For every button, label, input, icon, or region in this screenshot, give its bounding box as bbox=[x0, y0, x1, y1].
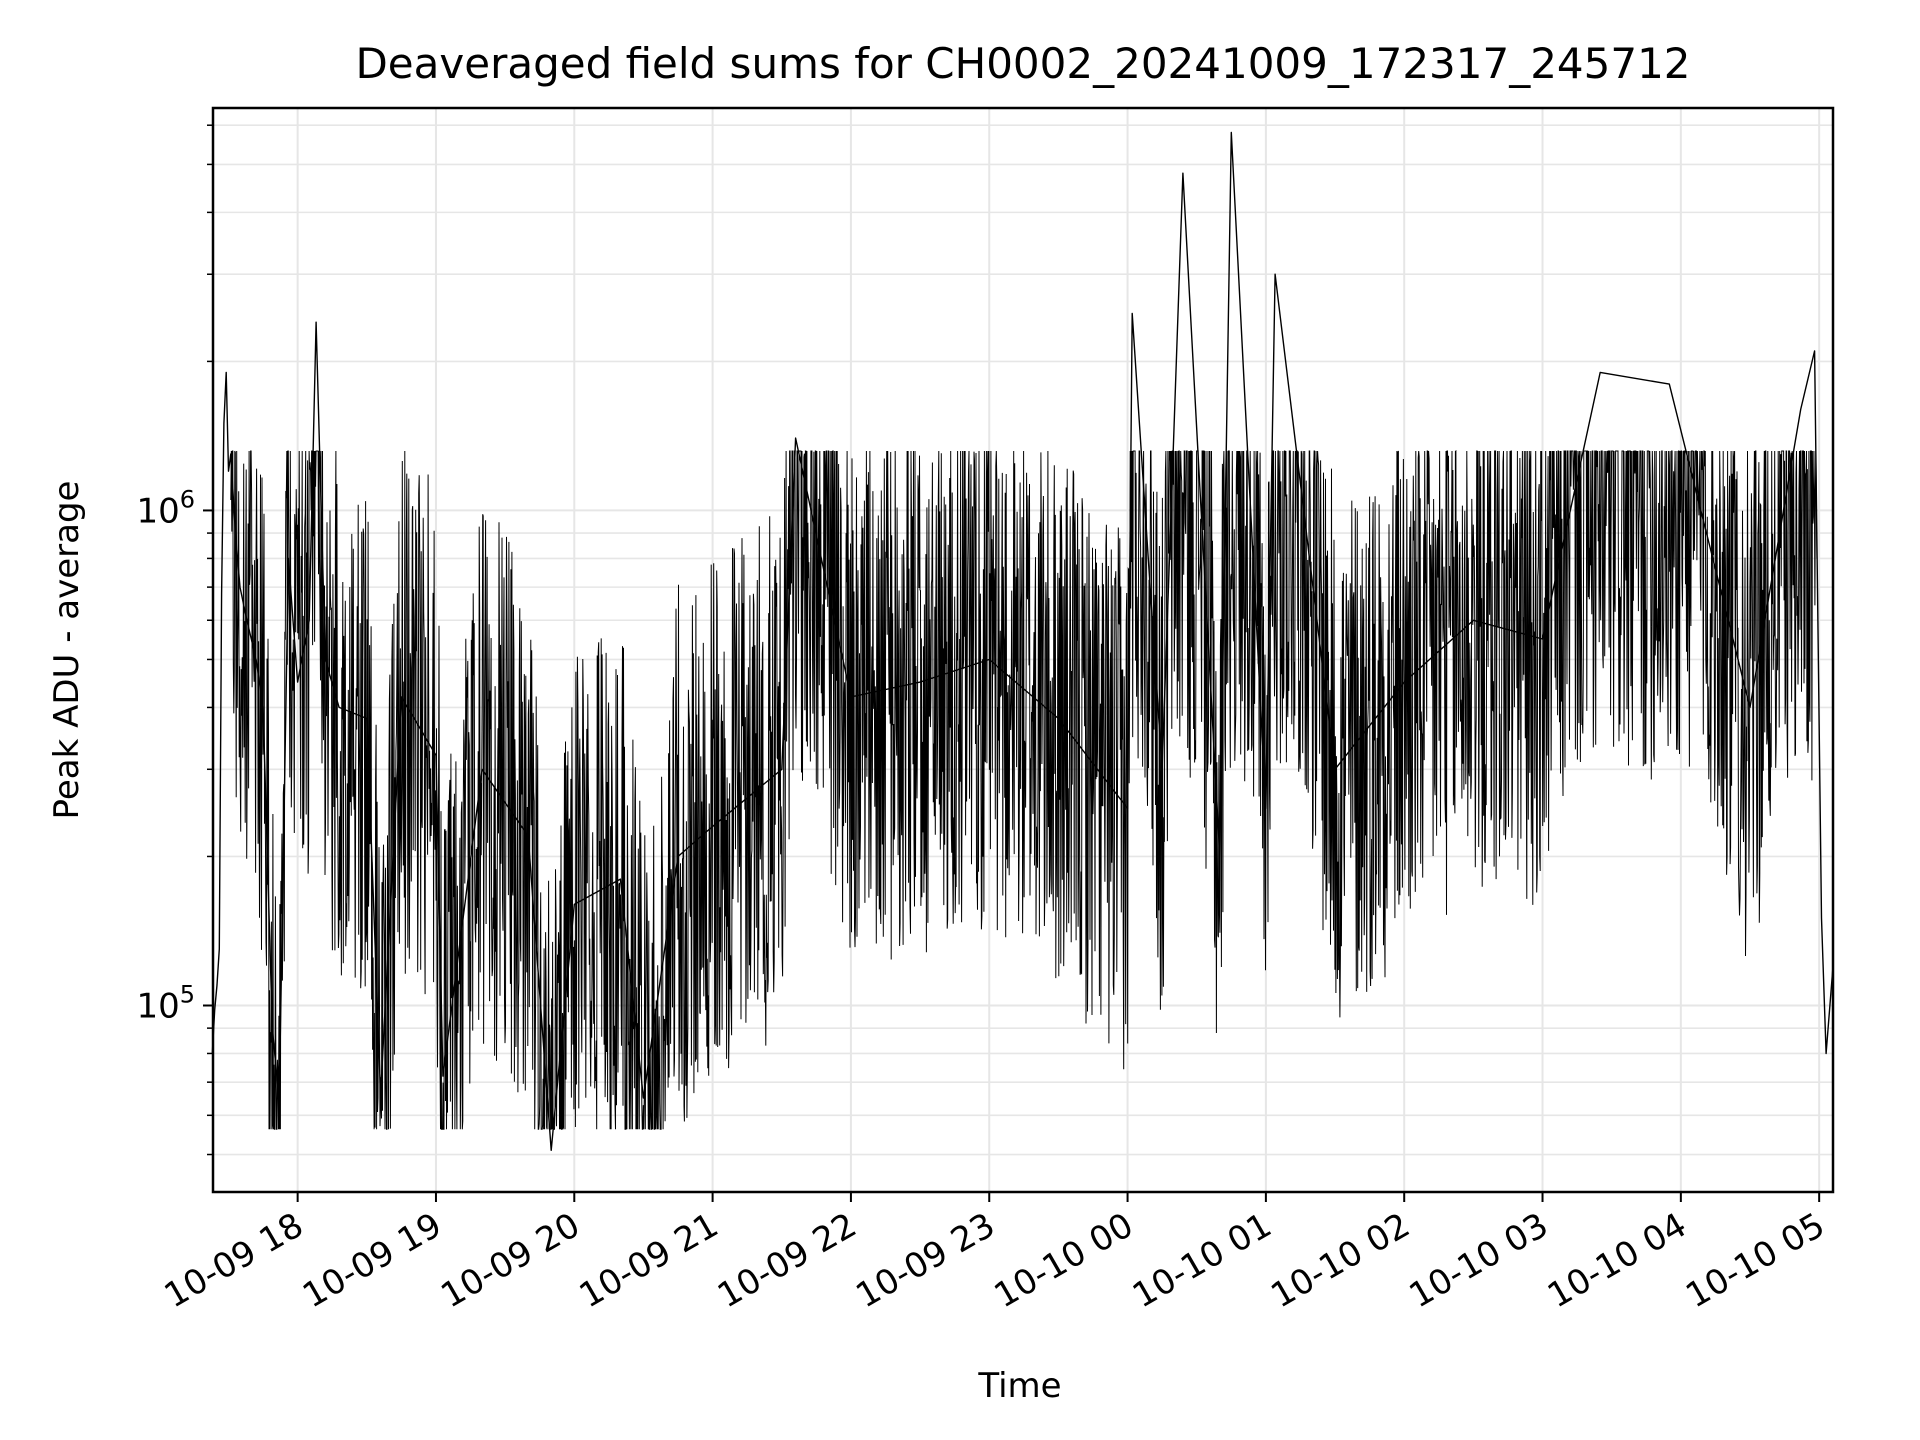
y-tick-base: 10 bbox=[136, 491, 179, 531]
y-tick-base: 10 bbox=[136, 986, 179, 1026]
y-tick-label: 106 bbox=[136, 485, 195, 531]
x-axis-label: Time bbox=[977, 1366, 1061, 1406]
y-tick-exponent: 6 bbox=[180, 485, 195, 513]
y-axis-label: Peak ADU - average bbox=[47, 481, 87, 820]
y-tick-exponent: 5 bbox=[180, 980, 195, 1008]
plot-frame bbox=[211, 106, 1835, 1194]
series-layer bbox=[211, 131, 1834, 1152]
y-tick-label: 105 bbox=[136, 980, 195, 1026]
chart-title: Deaveraged field sums for CH0002_2024100… bbox=[355, 39, 1690, 88]
series-texture bbox=[230, 449, 1818, 1130]
